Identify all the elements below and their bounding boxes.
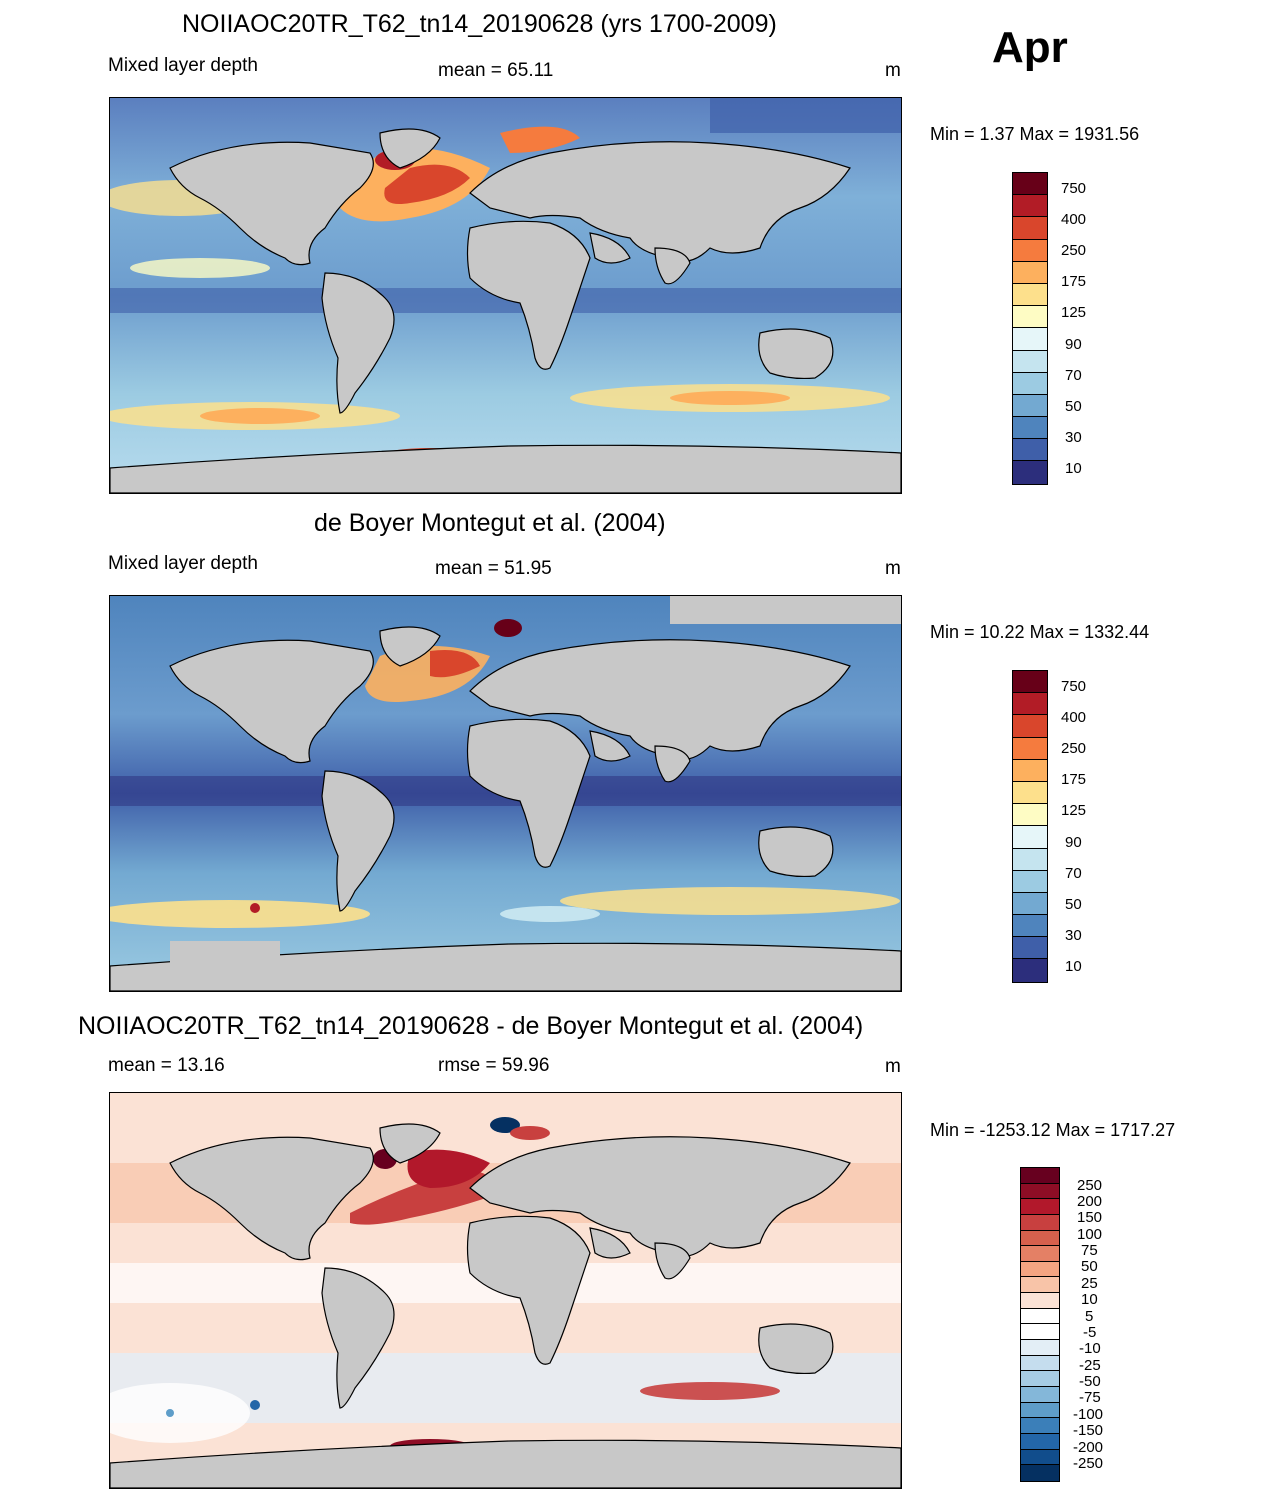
panel2-units-label: m <box>885 558 901 579</box>
panel2-cbar-label: 175 <box>1061 771 1087 788</box>
panel2-cbar-label: 70 <box>1065 865 1082 882</box>
panel2-cbar-label: 750 <box>1061 678 1087 695</box>
panel3-cbar-label: 250 <box>1077 1177 1103 1194</box>
panel1-cbar-label: 400 <box>1061 211 1087 228</box>
panel3-cbar-label: -200 <box>1073 1439 1104 1456</box>
panel3-cbar-label: 150 <box>1077 1209 1103 1226</box>
panel1-units-label: m <box>885 60 901 81</box>
panel1-cbar-label: 125 <box>1061 304 1087 321</box>
panel3-cbar-label: 75 <box>1081 1242 1098 1259</box>
panel3-cbar-label: 50 <box>1081 1258 1098 1275</box>
panel2-map-svg <box>110 596 901 991</box>
panel3-colorbar <box>1020 1167 1060 1482</box>
panel2-cbar-label: 50 <box>1065 896 1082 913</box>
panel1-map <box>109 97 902 494</box>
panel2-cbar-label: 10 <box>1065 958 1082 975</box>
panel3-title: NOIIAOC20TR_T62_tn14_20190628 - de Boyer… <box>78 1012 864 1040</box>
panel1-cbar-label: 70 <box>1065 367 1082 384</box>
panel1-cbar-label: 175 <box>1061 273 1087 290</box>
panel1-title: NOIIAOC20TR_T62_tn14_20190628 (yrs 1700-… <box>182 10 777 38</box>
panel3-mean-label: mean = 13.16 <box>108 1055 225 1076</box>
panel3-cbar-label: 25 <box>1081 1275 1098 1292</box>
panel1-mean-label: mean = 65.11 <box>438 60 554 81</box>
panel1-cbar-label: 750 <box>1061 180 1087 197</box>
panel1-left-label: Mixed layer depth <box>108 55 258 76</box>
panel2-colorbar <box>1012 670 1048 983</box>
panel1-cbar-label: 90 <box>1065 336 1082 353</box>
panel3-minmax: Min = -1253.12 Max = 1717.27 <box>930 1120 1176 1140</box>
panel2-cbar-label: 250 <box>1061 740 1087 757</box>
panel3-map-svg <box>110 1093 901 1488</box>
panel3-cbar-label: -5 <box>1083 1324 1097 1341</box>
panel3-cbar-label: 5 <box>1085 1308 1094 1325</box>
panel3-cbar-label: 200 <box>1077 1193 1103 1210</box>
panel1-cbar-label: 250 <box>1061 242 1087 259</box>
panel2-left-label: Mixed layer depth <box>108 553 258 574</box>
panel3-cbar-label: -25 <box>1079 1357 1101 1374</box>
panel3-cbar-label: -100 <box>1073 1406 1104 1423</box>
panel3-cbar-label: 100 <box>1077 1226 1103 1243</box>
panel2-map <box>109 595 902 992</box>
panel3-cbar-label: -150 <box>1073 1422 1104 1439</box>
panel1-cbar-label: 10 <box>1065 460 1082 477</box>
panel2-title: de Boyer Montegut et al. (2004) <box>314 509 666 537</box>
panel3-map <box>109 1092 902 1489</box>
panel3-cbar-label: -250 <box>1073 1455 1104 1472</box>
panel3-cbar-label: -10 <box>1079 1340 1101 1357</box>
panel2-mean-label: mean = 51.95 <box>435 558 552 579</box>
panel2-cbar-label: 400 <box>1061 709 1087 726</box>
panel1-minmax: Min = 1.37 Max = 1931.56 <box>930 124 1140 144</box>
panel3-cbar-label: -75 <box>1079 1389 1101 1406</box>
panel1-cbar-label: 30 <box>1065 429 1082 446</box>
panel3-cbar-label: 10 <box>1081 1291 1098 1308</box>
panel1-map-svg <box>110 98 901 493</box>
panel2-minmax: Min = 10.22 Max = 1332.44 <box>930 622 1150 642</box>
panel3-cbar-label: -50 <box>1079 1373 1101 1390</box>
panel1-colorbar <box>1012 172 1048 485</box>
panel1-cbar-label: 50 <box>1065 398 1082 415</box>
panel2-cbar-label: 30 <box>1065 927 1082 944</box>
panel3-units-label: m <box>885 1056 901 1077</box>
panel2-cbar-label: 90 <box>1065 834 1082 851</box>
panel2-cbar-label: 125 <box>1061 802 1087 819</box>
panel3-rmse-label: rmse = 59.96 <box>438 1055 550 1076</box>
month-label: Apr <box>992 23 1068 72</box>
